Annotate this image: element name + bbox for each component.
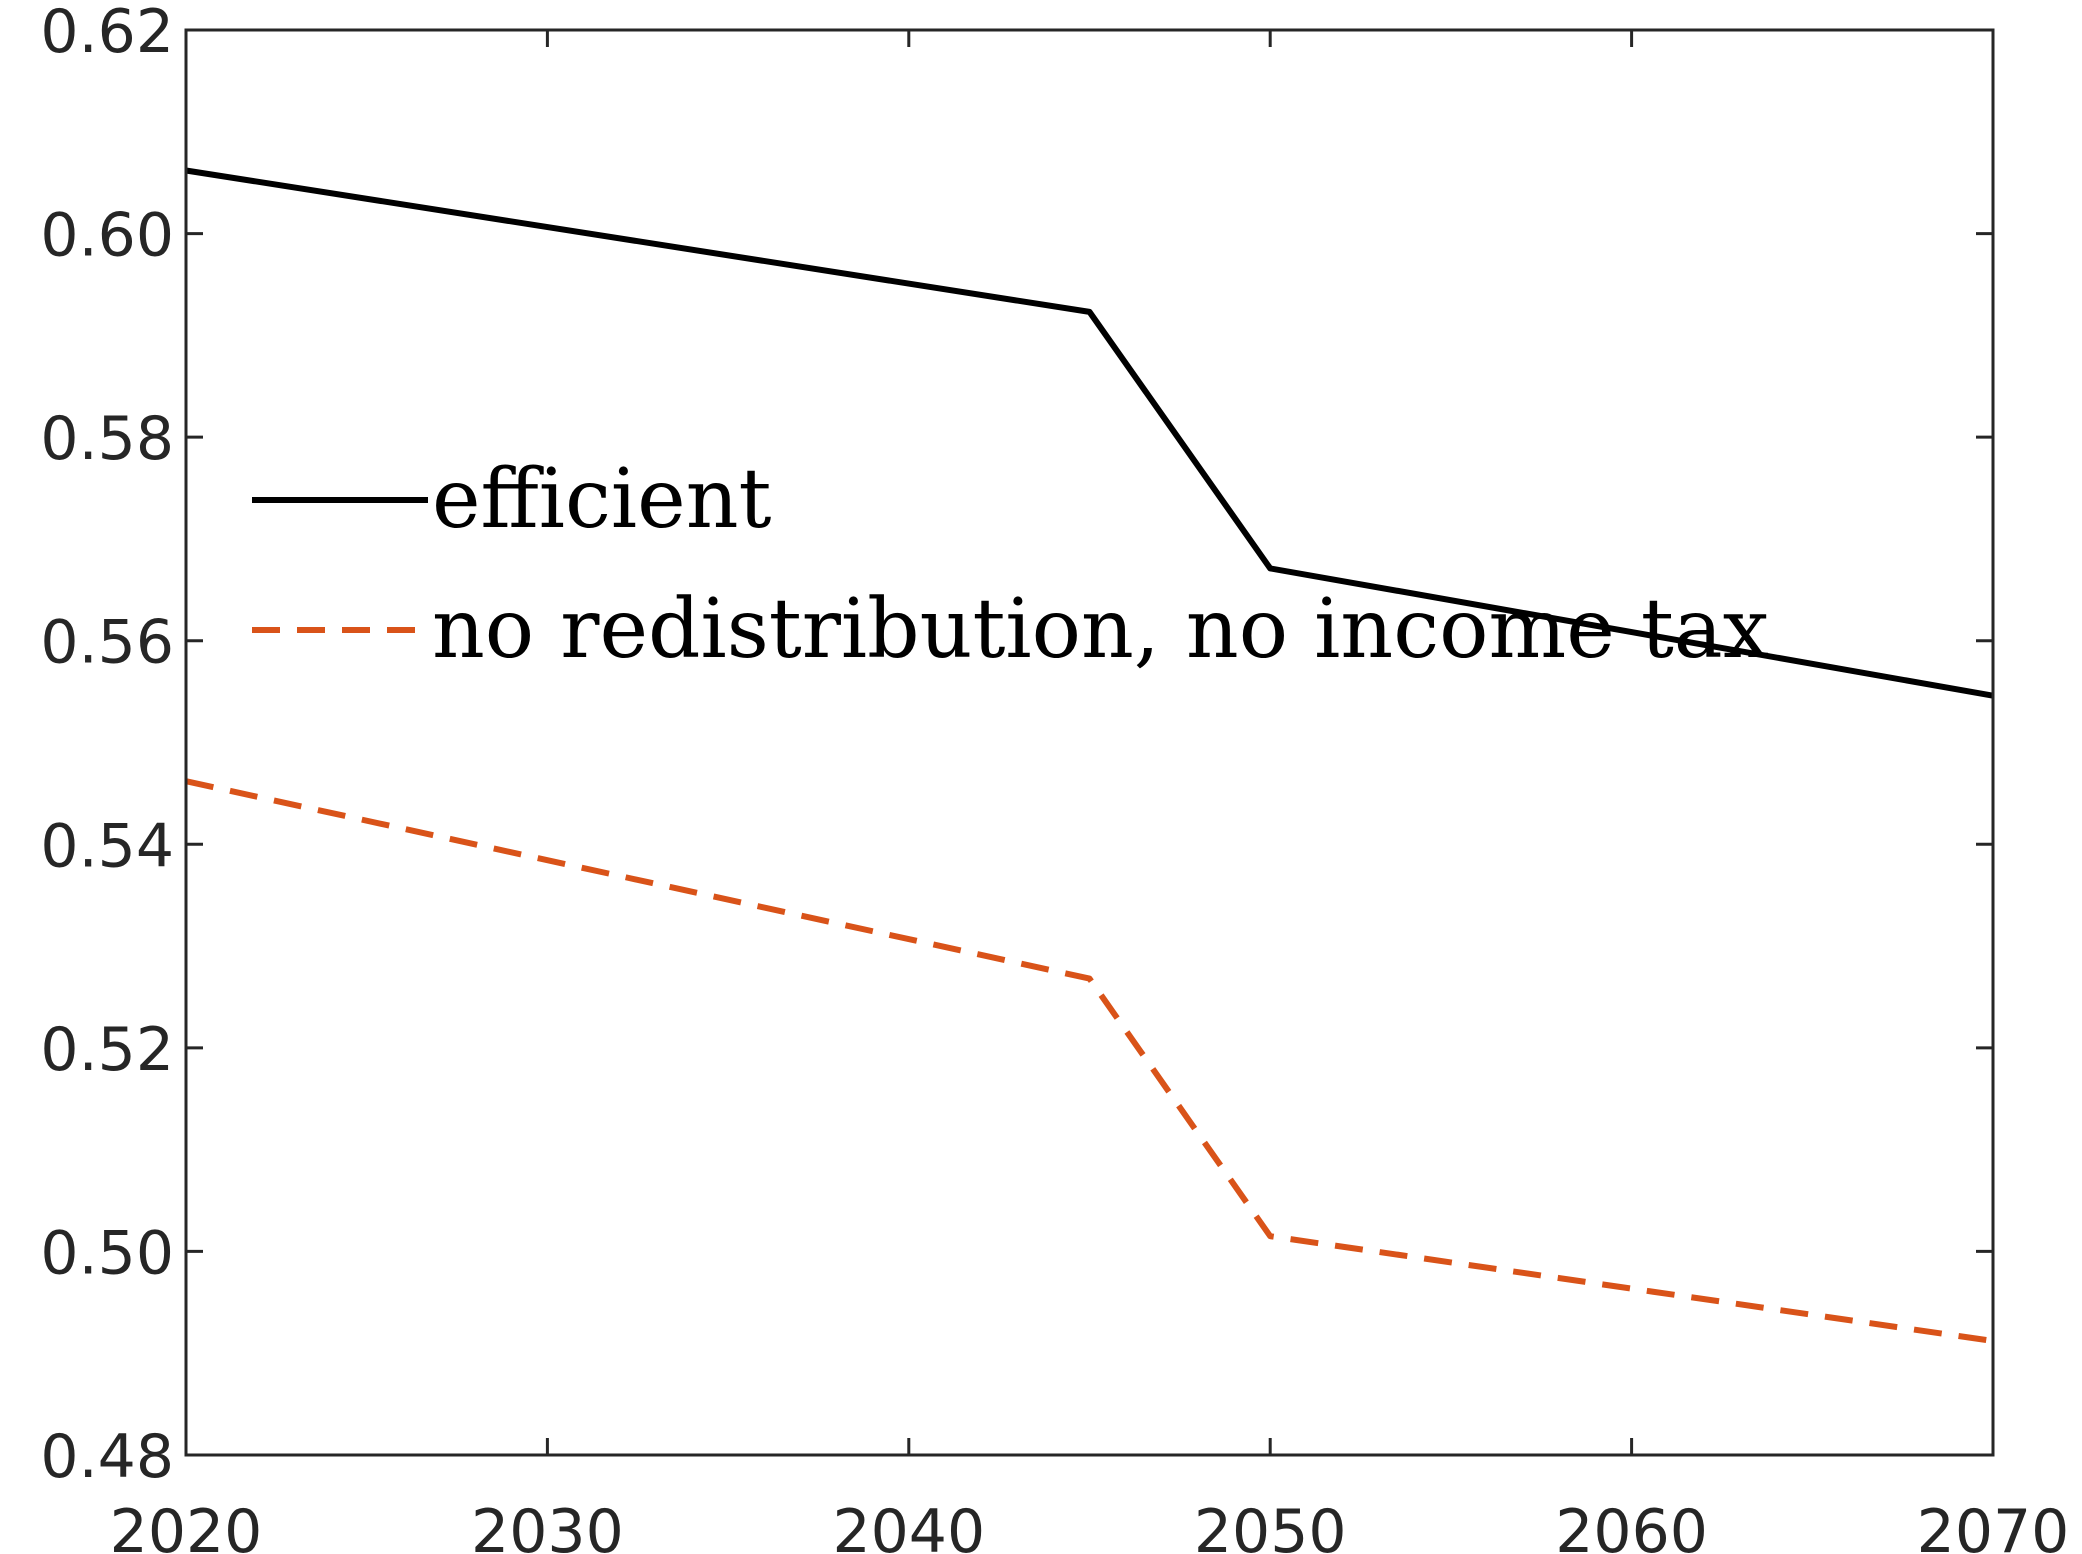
y-tick-label: 0.56 xyxy=(40,608,174,678)
plot-area-border xyxy=(184,28,1995,1457)
axis-ticks: 2020 2030 2040 2050 2060 2070 0.48 0.50 0.52 0.54… xyxy=(40,0,2069,1554)
x-tick-label: 2020 xyxy=(110,1497,263,1554)
series-line-1 xyxy=(185,167,1994,699)
x-tick-label: 2030 xyxy=(471,1497,624,1554)
legend-label-1: efficient xyxy=(432,452,771,547)
x-tick-label: 2040 xyxy=(832,1497,985,1554)
x-tick-label: 2050 xyxy=(1194,1497,1347,1554)
y-tick-label: 0.62 xyxy=(40,0,174,67)
legend-label-2: no redistribution, no income tax xyxy=(432,582,1769,677)
series-layer xyxy=(185,167,1994,1344)
plot-frame xyxy=(184,28,1995,1457)
series-line-2 xyxy=(185,778,1994,1344)
x-tick-label: 2070 xyxy=(1917,1497,2070,1554)
y-tick-label: 0.60 xyxy=(40,201,174,271)
y-tick-label: 0.52 xyxy=(40,1015,174,1085)
legend: efficient no redistribution, no income ta… xyxy=(252,452,1769,677)
y-tick-label: 0.50 xyxy=(40,1218,174,1288)
x-tick-label: 2060 xyxy=(1555,1497,1708,1554)
y-tick-label: 0.58 xyxy=(40,404,174,474)
y-tick-label: 0.54 xyxy=(40,811,174,881)
y-tick-label: 0.48 xyxy=(40,1422,174,1492)
